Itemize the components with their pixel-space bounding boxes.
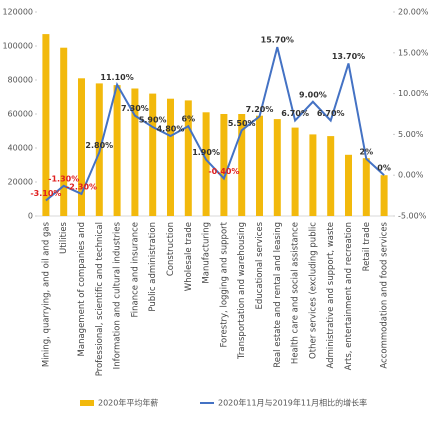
bar [380, 175, 388, 216]
x-tick-label: Management of companies and [77, 222, 87, 356]
x-tick-label: Public administration [148, 222, 158, 312]
x-tick-label: Information and cultural industries [113, 221, 123, 369]
bar [220, 114, 228, 216]
y2-tick-label: 20.00% [398, 8, 429, 17]
y2-tick-label: -5.00% [398, 212, 427, 221]
x-tick-label: Transportation and warehousing [237, 222, 247, 360]
x-tick-label: Forestry, logging and support [219, 221, 229, 347]
x-tick-label: Utilities [59, 221, 69, 254]
x-tick-label: Health care and social assistance [291, 222, 301, 364]
x-tick-label: Retail trade [362, 222, 372, 271]
bar [309, 134, 317, 216]
data-label: 5.90% [139, 116, 167, 125]
bar [131, 88, 139, 216]
bar [256, 115, 263, 216]
data-label: 5.50% [228, 119, 256, 128]
bar [327, 136, 335, 216]
bar [42, 34, 50, 216]
data-label: 6% [182, 115, 196, 124]
bar [345, 154, 352, 216]
bar [273, 119, 281, 216]
bar [78, 78, 85, 216]
y-tick-label: 0 [28, 212, 33, 221]
y-tick-label: 80000 [8, 76, 33, 85]
x-tick-label: Administrative and support, waste [326, 222, 336, 368]
x-tick-label: Mining, quarrying, and oil and gas [41, 221, 51, 367]
line [45, 46, 385, 202]
legend-label: 2020年平均年薪 [98, 398, 158, 408]
x-tick-label: Professional, scientific and technical [95, 222, 105, 376]
y2-tick-label: 5.00% [398, 130, 424, 139]
bar [60, 47, 68, 217]
data-label: 9.00% [299, 90, 327, 99]
data-label: -1.30% [48, 174, 79, 183]
legend-label: 2020年11月与2019年11月相比的增长率 [218, 398, 367, 408]
x-tick-label: Accommodation and food services [380, 221, 390, 368]
data-label: -3.10% [30, 189, 61, 198]
data-label: 15.70% [261, 36, 294, 45]
y-tick-label: 60000 [8, 110, 33, 119]
bar [291, 127, 299, 216]
data-label: 7.20% [246, 105, 274, 114]
bar [202, 112, 210, 216]
bar [149, 93, 157, 216]
bar [238, 114, 246, 216]
x-tick-label: Finance and insurance [130, 222, 140, 317]
y-tick-label: 120000 [2, 8, 33, 17]
y2-tick-label: 10.00% [398, 89, 429, 98]
data-label: 6.70% [317, 109, 345, 118]
data-label: 6.70% [281, 109, 309, 118]
legend-swatch [80, 400, 94, 406]
data-label: 2% [360, 147, 374, 156]
y-tick-label: 20000 [8, 178, 33, 187]
data-label: 4.80% [157, 125, 185, 134]
data-label: 13.70% [332, 52, 365, 61]
data-label: 1.90% [192, 148, 220, 157]
y2-tick-label: 0.00% [398, 171, 424, 180]
y2-tick-label: 15.00% [398, 48, 429, 57]
x-tick-label: Construction [166, 222, 176, 276]
data-label: -0.40% [208, 167, 239, 176]
bar [113, 85, 121, 216]
x-tick-label: Arts, entertainment and recreation [344, 222, 354, 370]
data-label: 2.80% [85, 141, 113, 150]
x-tick-label: Real estate and rental and leasing [273, 222, 283, 368]
bar [184, 100, 192, 216]
data-label: -2.30% [66, 182, 97, 191]
x-tick-label: Educational services [255, 221, 265, 309]
data-label: 11.10% [100, 73, 133, 82]
x-tick-label: Manufacturing [202, 222, 212, 284]
x-tick-label: Wholesale trade [184, 222, 194, 291]
bar [167, 98, 174, 216]
y-tick-label: 40000 [8, 144, 33, 153]
x-tick-label: Other services (excluding public [308, 222, 318, 359]
data-label: 7.30% [121, 104, 149, 113]
y-tick-label: 100000 [2, 42, 33, 51]
data-label: 0% [377, 164, 391, 173]
bar [362, 158, 370, 216]
